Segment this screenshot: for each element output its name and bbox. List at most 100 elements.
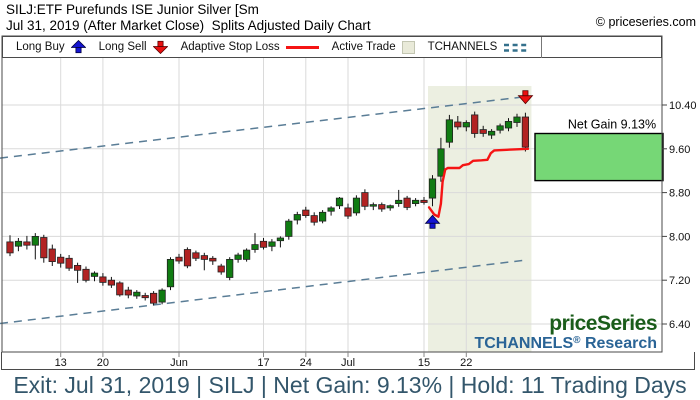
candle-Jul-2 <box>352 197 361 214</box>
candle-May-23 <box>124 289 132 296</box>
candle-Jun-3 <box>175 256 183 262</box>
net-gain-box <box>534 132 664 182</box>
candle-May-6 <box>14 240 23 247</box>
legend-divider <box>541 36 543 58</box>
candle-Jul-22 <box>462 122 470 128</box>
legend-tchannels-label: TCHANNELS <box>427 41 498 53</box>
sell-arrow-icon <box>517 90 534 105</box>
candle-May-21 <box>107 279 115 286</box>
legend-long-sell-label: Long Sell <box>98 41 147 53</box>
candle-May-16 <box>82 268 90 281</box>
candle-Jul-1 <box>344 207 352 217</box>
candle-Jun-28 <box>335 197 344 207</box>
y-tick-label: 8.80 <box>669 188 690 200</box>
x-axis-band <box>1 352 695 370</box>
candle-May-20 <box>99 276 107 283</box>
candle-Jul-24 <box>479 129 487 134</box>
candle-May-15 <box>74 264 82 271</box>
candle-Jul-9 <box>386 205 394 209</box>
y-tick-label: 8.00 <box>669 231 690 243</box>
candle-May-24 <box>133 291 141 297</box>
candle-May-28 <box>141 295 149 299</box>
candle-Jun-18 <box>268 241 276 247</box>
buy-arrow-icon <box>424 214 441 229</box>
candle-Jul-10 <box>395 199 403 205</box>
legend-adaptive-stop-loss-label: Adaptive Stop Loss <box>180 41 280 53</box>
candle-Jul-11 <box>403 197 411 208</box>
candle-May-29 <box>149 292 158 304</box>
candle-May-17 <box>90 272 99 277</box>
candle-May-7 <box>23 241 31 246</box>
trade-summary-bar: Exit: Jul 31, 2019 | SILJ | Net Gain: 9.… <box>0 371 700 400</box>
candle-Jul-19 <box>454 121 462 128</box>
candle-May-14 <box>65 257 73 269</box>
candle-May-10 <box>48 248 56 263</box>
candle-Jul-31 <box>521 116 530 148</box>
copyright-notice: © priceseries.com <box>595 15 696 29</box>
candle-Jun-12 <box>234 254 242 260</box>
candle-Jun-17 <box>259 240 268 248</box>
candle-Jul-29 <box>504 121 513 129</box>
active-trade-region <box>428 86 532 352</box>
candle-Jul-23 <box>471 114 479 134</box>
legend-bar: Long Buy Long Sell Adaptive Stop Loss Ac… <box>2 36 662 58</box>
candle-Jun-5 <box>192 252 200 259</box>
adaptive-stop-loss-line <box>427 147 530 218</box>
candle-Jun-26 <box>318 211 327 222</box>
x-tick-label: Jul <box>341 357 355 369</box>
candle-Jul-15 <box>420 199 428 203</box>
candle-May-30 <box>158 289 166 303</box>
tchannel-lower-line <box>0 259 528 325</box>
tchannels-dashes-icon <box>504 43 529 52</box>
long-buy-arrow-icon <box>70 40 86 54</box>
candle-Jun-27 <box>327 207 335 212</box>
candle-Jun-6 <box>200 255 208 260</box>
priceseries-logo: priceSeries <box>549 312 657 335</box>
candle-Jul-25 <box>487 130 496 136</box>
candle-Jul-18 <box>445 119 454 143</box>
candle-Jun-13 <box>242 249 251 260</box>
candle-Jun-24 <box>302 209 310 217</box>
candle-May-31 <box>166 258 175 288</box>
candle-Jun-25 <box>310 215 318 223</box>
candle-Jun-21 <box>293 214 301 221</box>
candle-Jul-3 <box>361 192 369 207</box>
y-tick-label: 10.40 <box>669 100 697 112</box>
candle-Jun-14 <box>251 244 259 250</box>
chart-subtitle: Jul 31, 2019 (After Market Close) Splits… <box>6 18 371 33</box>
net-gain-label: Net Gain 9.13% <box>568 118 656 132</box>
candle-May-8 <box>31 235 39 246</box>
candle-Jun-19 <box>276 237 285 242</box>
candle-Jun-7 <box>209 257 217 262</box>
legend-active-trade-label: Active Trade <box>331 41 396 53</box>
y-tick-label: 7.20 <box>669 275 690 287</box>
candle-Jul-17 <box>437 148 445 177</box>
x-tick-label: 20 <box>97 357 109 369</box>
legend-long-buy-label: Long Buy <box>16 41 65 53</box>
x-tick-label: 22 <box>460 357 472 369</box>
candle-Jun-20 <box>285 220 293 237</box>
candle-May-22 <box>116 282 124 296</box>
trade-summary-text: Exit: Jul 31, 2019 | SILJ | Net Gain: 9.… <box>13 372 687 398</box>
long-sell-arrow-icon <box>152 40 168 54</box>
active-trade-swatch-icon <box>401 40 415 54</box>
tchannel-upper-line <box>0 95 530 159</box>
x-tick-label: 13 <box>55 357 67 369</box>
candle-Jun-4 <box>183 249 192 267</box>
candle-Jul-16 <box>428 178 437 199</box>
candle-May-9 <box>40 237 48 259</box>
stop-loss-line-icon <box>285 46 319 49</box>
tchannels-research-logo: TCHANNELS® Research <box>474 335 657 352</box>
candle-Jul-12 <box>411 199 420 205</box>
candle-Jul-30 <box>513 116 521 123</box>
candle-Jul-8 <box>378 204 386 210</box>
x-tick-label: Jun <box>170 357 188 369</box>
y-tick-label: 6.40 <box>669 319 690 331</box>
x-tick-label: 17 <box>257 357 269 369</box>
candle-Jun-10 <box>217 265 225 273</box>
candle-May-3 <box>6 241 14 254</box>
y-tick-label: 9.60 <box>669 144 690 156</box>
page-title: SILJ:ETF Purefunds ISE Junior Silver [Sm <box>6 2 259 17</box>
chart-frame <box>1 35 663 353</box>
